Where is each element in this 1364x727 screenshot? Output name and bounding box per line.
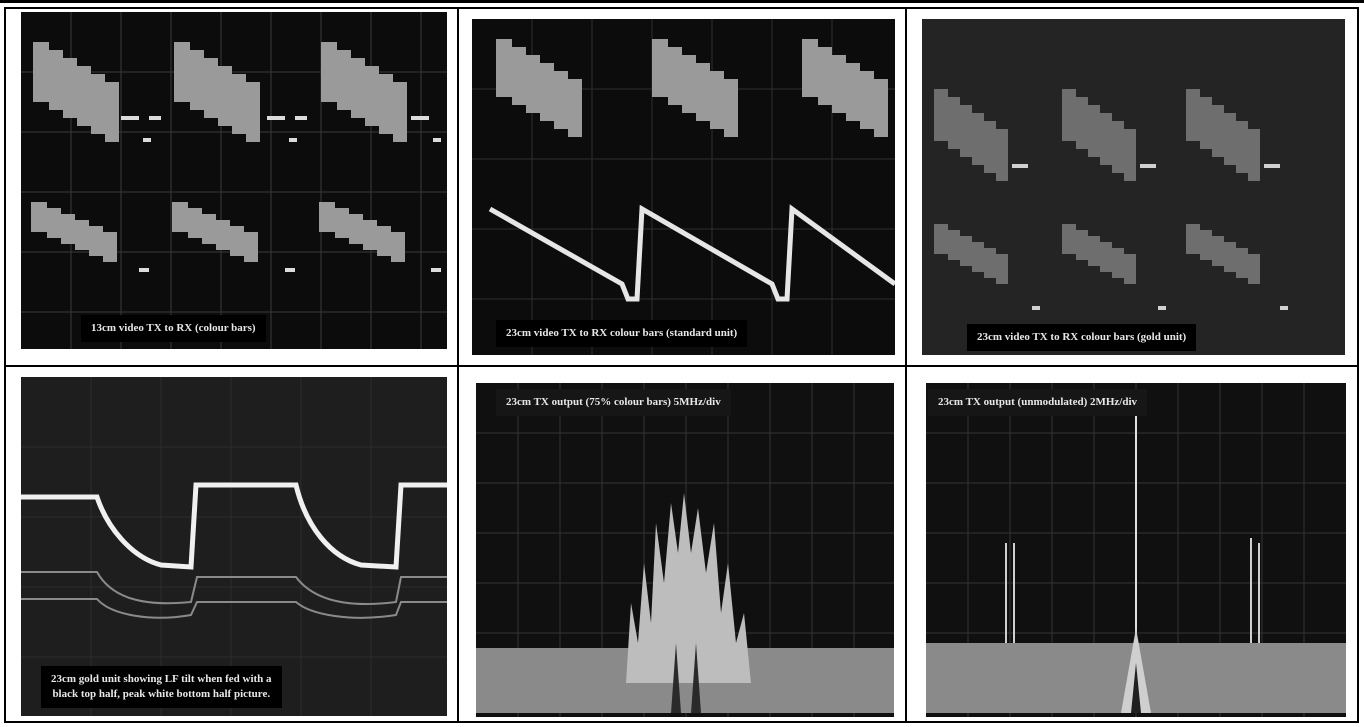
oscilloscope-photo-13cm-colour-bars: 13cm video TX to RX (colour bars) [21,12,447,349]
scope-trace-graphic [21,12,447,349]
top-rule [0,0,1364,3]
panel-caption: 13cm video TX to RX (colour bars) [81,315,266,342]
oscilloscope-photo-lf-tilt: 23cm gold unit showing LF tilt when fed … [21,377,447,716]
panel-caption: 23cm video TX to RX colour bars (standar… [496,320,748,347]
spectrum-photo-unmodulated: 23cm TX output (unmodulated) 2MHz/div [926,383,1346,717]
oscilloscope-photo-23cm-gold-unit: 23cm video TX to RX colour bars (gold un… [922,19,1345,355]
panel-caption: 23cm TX output (75% colour bars) 5MHz/di… [496,389,731,416]
scope-trace-graphic [934,89,1288,310]
caption-line: 23cm gold unit showing LF tilt when fed … [51,673,272,685]
spectrum-photo-75-colour-bars: 23cm TX output (75% colour bars) 5MHz/di… [476,383,894,717]
panel-caption: 23cm video TX to RX colour bars (gold un… [967,324,1197,351]
spectrum-trace-graphic [926,383,1346,717]
row-divider [6,365,1357,367]
caption-line: black top half, peak white bottom half p… [52,688,271,700]
scope-trace-graphic [21,377,447,716]
oscilloscope-photo-23cm-standard-unit: 23cm video TX to RX colour bars (standar… [472,19,895,355]
figure-table: 13cm video TX to RX (colour bars) 23cm v… [4,7,1359,723]
scope-trace-graphic [472,19,895,355]
panel-caption: 23cm TX output (unmodulated) 2MHz/div [928,389,1148,416]
spectrum-trace-graphic [476,383,894,717]
panel-caption: 23cm gold unit showing LF tilt when fed … [41,666,282,708]
